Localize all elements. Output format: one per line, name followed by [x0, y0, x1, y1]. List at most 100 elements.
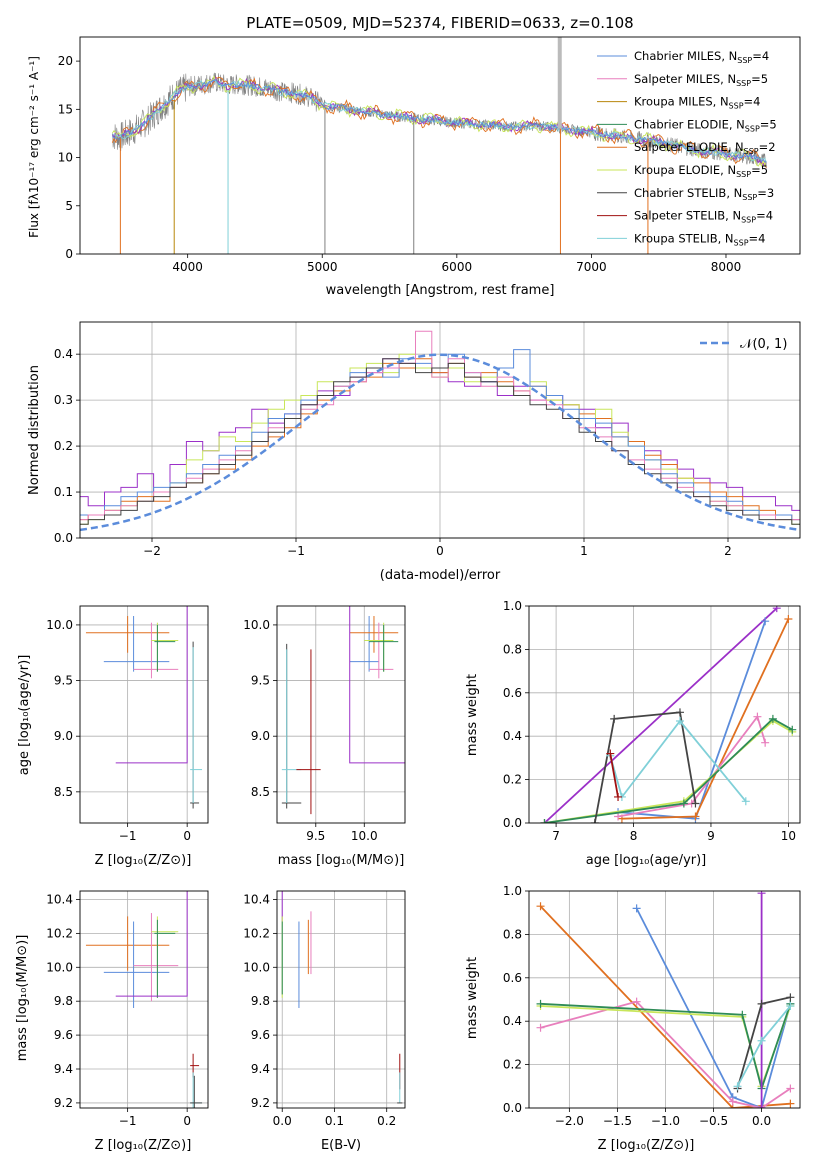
weight-marker	[536, 1023, 545, 1032]
p-wZ-ytick-label: 0.6	[503, 971, 522, 985]
weight-marker	[614, 792, 623, 801]
legend-entry: Chabrier MILES, NSSP=4	[597, 49, 769, 65]
p-wZ-ytick-label: 0.2	[503, 1058, 522, 1072]
p-ageM-ytick-label: 8.5	[251, 785, 270, 799]
residuals-xtick-label: 2	[724, 544, 732, 558]
p-wZ-ytick-label: 0.4	[503, 1014, 522, 1028]
weight-marker	[741, 797, 750, 806]
weight-series	[544, 717, 793, 823]
residuals-ytick-label: 0.3	[54, 393, 73, 407]
legend-entry: Salpeter ELODIE, NSSP=2	[597, 140, 776, 156]
wZ-xlabel: Z [log₁₀(Z/Z⊙)]	[598, 1138, 695, 1153]
ageZ-ylabel: age [log₁₀(age/yr)]	[17, 655, 32, 776]
spectrum-xtick-label: 6000	[442, 260, 473, 274]
p-massZ-ytick-label: 9.6	[54, 1028, 73, 1042]
residual-histogram: −2 −1 0 1 2 0.0 0.1 0.2 0.3 0.4	[54, 321, 801, 558]
p-massZ-xtick-label: 0	[183, 1114, 191, 1128]
weight-marker	[757, 1036, 766, 1045]
residuals-legend: 𝒩(0, 1)	[700, 337, 787, 352]
p-ageZ-ytick-label: 9.5	[54, 674, 73, 688]
spectrum-xtick-label: 5000	[307, 260, 338, 274]
weight-marker	[738, 1010, 747, 1019]
legend-label: Chabrier MILES, NSSP=4	[634, 49, 769, 65]
spectrum-xlabel: wavelength [Angstrom, rest frame]	[326, 283, 555, 298]
p-wAge-xtick-label: 10	[781, 829, 796, 843]
p-massE-xtick-label: 0.1	[325, 1114, 344, 1128]
legend-entry: Chabrier STELIB, NSSP=3	[597, 186, 774, 202]
p-wAge-ytick-label: 0.2	[503, 773, 522, 787]
p-wZ-xtick-label: −1.0	[651, 1114, 680, 1128]
model-spectrum	[111, 76, 767, 168]
residuals-xtick-label: 1	[580, 544, 588, 558]
legend-label: Chabrier STELIB, NSSP=3	[634, 186, 774, 202]
weight-marker	[675, 708, 684, 717]
weight-marker	[753, 712, 762, 721]
p-massZ-frame	[79, 890, 209, 1109]
p-massE-ytick-label: 9.2	[251, 1096, 270, 1110]
p-massE-ytick-label: 10.0	[243, 960, 270, 974]
weight-marker	[614, 812, 623, 821]
weight-marker	[590, 819, 599, 823]
weight-marker	[728, 1097, 737, 1106]
ageZ-xlabel: Z [log₁₀(Z/Z⊙)]	[95, 853, 192, 868]
weight-series	[609, 719, 747, 802]
p-ageZ-frame	[79, 605, 209, 824]
residuals-xtick-label: −1	[287, 544, 305, 558]
weight-marker	[606, 749, 615, 758]
p-massZ-ytick-label: 9.2	[54, 1096, 73, 1110]
errorbar-purple	[115, 606, 188, 764]
p-massE-xtick-label: 0.2	[377, 1114, 396, 1128]
weight-lines	[540, 606, 797, 823]
error-bars	[85, 891, 203, 1108]
weight-marker	[757, 891, 766, 898]
weight-marker	[691, 812, 700, 821]
p-massE-xtick-label: 0.0	[273, 1114, 292, 1128]
spectrum-ytick-label: 10	[58, 151, 73, 165]
residuals-ytick-label: 0.2	[54, 439, 73, 453]
legend-label: Salpeter ELODIE, NSSP=2	[634, 140, 776, 156]
mass-vs-metallicity-plot: −1 0 9.2 9.4 9.6 9.8 10.0 10.2 10.4	[46, 890, 209, 1128]
p-massE-ytick-label: 10.4	[243, 892, 270, 906]
p-ageM-ytick-label: 9.5	[251, 674, 270, 688]
p-wAge-ytick-label: 0.8	[503, 642, 522, 656]
p-massZ-xtick-label: −1	[119, 1114, 137, 1128]
weight-vs-age-plot: 7 8 9 10 0.0 0.2 0.4 0.6 0.8 1.0	[503, 599, 801, 843]
spectrum-legend: Chabrier MILES, NSSP=4 Salpeter MILES, NS…	[597, 49, 777, 247]
p-ageZ-ytick-label: 9.0	[54, 729, 73, 743]
spectrum-ytick-label: 20	[58, 54, 73, 68]
weight-marker	[757, 1104, 766, 1108]
age-vs-mass-plot: 9.5 10.0 8.5 9.0 9.5 10.0	[243, 605, 406, 843]
weight-marker	[679, 799, 688, 808]
weight-marker	[540, 819, 549, 823]
spectrum-xtick-label: 7000	[576, 260, 607, 274]
wAge-ylabel: mass weight	[465, 674, 480, 756]
massZ-xlabel: Z [log₁₀(Z/Z⊙)]	[95, 1138, 192, 1153]
p-wAge-xtick-label: 8	[630, 829, 638, 843]
errorbar-purple	[115, 891, 188, 997]
p-massE-ytick-label: 9.6	[251, 1028, 270, 1042]
weight-marker	[632, 997, 641, 1006]
legend-entry: Salpeter STELIB, NSSP=4	[597, 209, 773, 225]
p-wAge-xtick-label: 9	[707, 829, 715, 843]
wAge-xlabel: age [log₁₀(age/yr)]	[586, 853, 707, 868]
legend-label: Kroupa ELODIE, NSSP=5	[634, 163, 768, 179]
weight-marker	[733, 1082, 742, 1091]
weight-marker	[786, 1099, 795, 1108]
legend-label: Salpeter MILES, NSSP=5	[634, 72, 768, 88]
residuals-xtick-label: −2	[143, 544, 161, 558]
spectrum-lines	[111, 37, 767, 254]
weight-marker	[761, 617, 770, 626]
massZ-ylabel: mass [log₁₀(M/M⊙)]	[15, 935, 30, 1062]
p-ageM-ytick-label: 9.0	[251, 729, 270, 743]
wZ-ylabel: mass weight	[465, 957, 480, 1039]
weight-lines	[536, 891, 795, 1108]
error-bars	[281, 606, 405, 815]
weight-marker	[786, 1002, 795, 1011]
spectrum-frame	[79, 36, 801, 255]
p-wZ-ytick-label: 1.0	[503, 884, 522, 898]
spectrum-ytick-label: 15	[58, 102, 73, 116]
weight-series	[609, 753, 619, 798]
weight-marker	[610, 714, 619, 723]
legend-label: Salpeter STELIB, NSSP=4	[634, 209, 773, 225]
spectrum-xtick-label: 4000	[172, 260, 203, 274]
